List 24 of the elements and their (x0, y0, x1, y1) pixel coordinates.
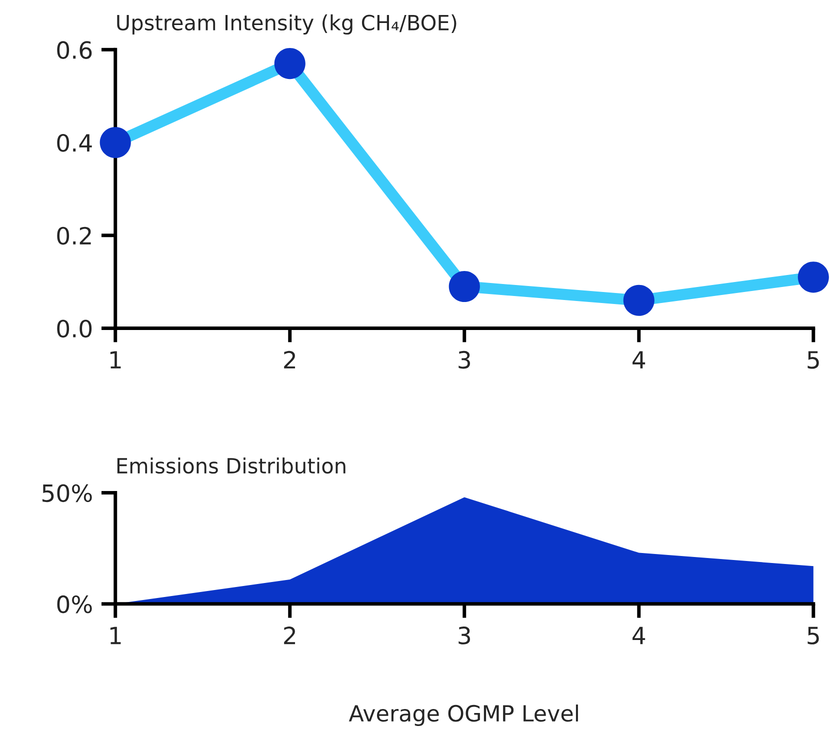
y-tick-label: 0.2 (57, 226, 91, 245)
x-tick-label: 3 (458, 626, 470, 644)
x-tick-label: 5 (808, 351, 819, 369)
point (798, 262, 829, 293)
x-axis-title: Average OGMP Level (348, 704, 578, 726)
x-tick-label: 4 (632, 626, 646, 644)
chart-title: Emissions Distribution (117, 457, 346, 474)
x-tick-label: 3 (458, 350, 470, 369)
x-tick-label: 1 (110, 351, 121, 368)
x-tick-label: 1 (110, 626, 121, 644)
x-tick-label: 5 (808, 626, 819, 644)
y-tick-label: 0.4 (57, 134, 92, 152)
y-tick-label: 0.0 (57, 320, 92, 338)
x-tick-label: 2 (284, 626, 296, 644)
point (623, 284, 654, 316)
x-tick-label: 4 (632, 351, 646, 368)
point (274, 48, 306, 80)
point (448, 270, 480, 302)
chart-title: Upstream Intensity (kg CH₄/BOE) (117, 14, 456, 35)
x-tick-label: 2 (284, 350, 296, 368)
y-tick-label: 0% (57, 595, 92, 614)
y-tick-label: 50% (42, 484, 92, 502)
y-tick-label: 0.6 (57, 41, 92, 59)
point (100, 126, 131, 158)
